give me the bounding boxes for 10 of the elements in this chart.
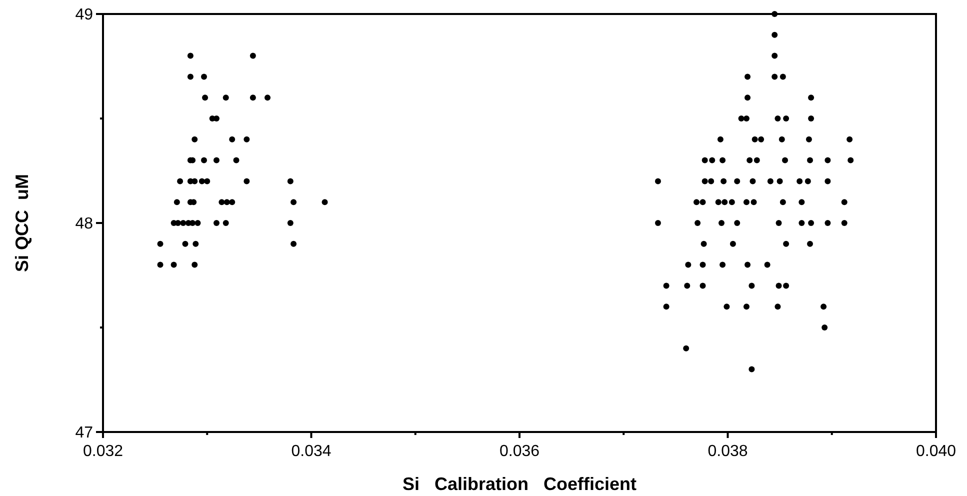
x-tick-label: 0.038 <box>708 443 748 460</box>
y-axis-title: Si QCC uM <box>12 174 32 272</box>
y-tick-label: 48 <box>75 216 94 233</box>
x-tick-label: 0.040 <box>916 443 956 460</box>
y-tick-label: 47 <box>75 424 94 442</box>
x-tick-label: 0.034 <box>291 443 332 460</box>
y-tick-label: 49 <box>75 6 94 24</box>
x-tick-label: 0.036 <box>499 443 540 460</box>
x-axis-title: Si Calibration Coefficient <box>402 474 637 494</box>
x-tick-label: 0.032 <box>82 443 124 460</box>
